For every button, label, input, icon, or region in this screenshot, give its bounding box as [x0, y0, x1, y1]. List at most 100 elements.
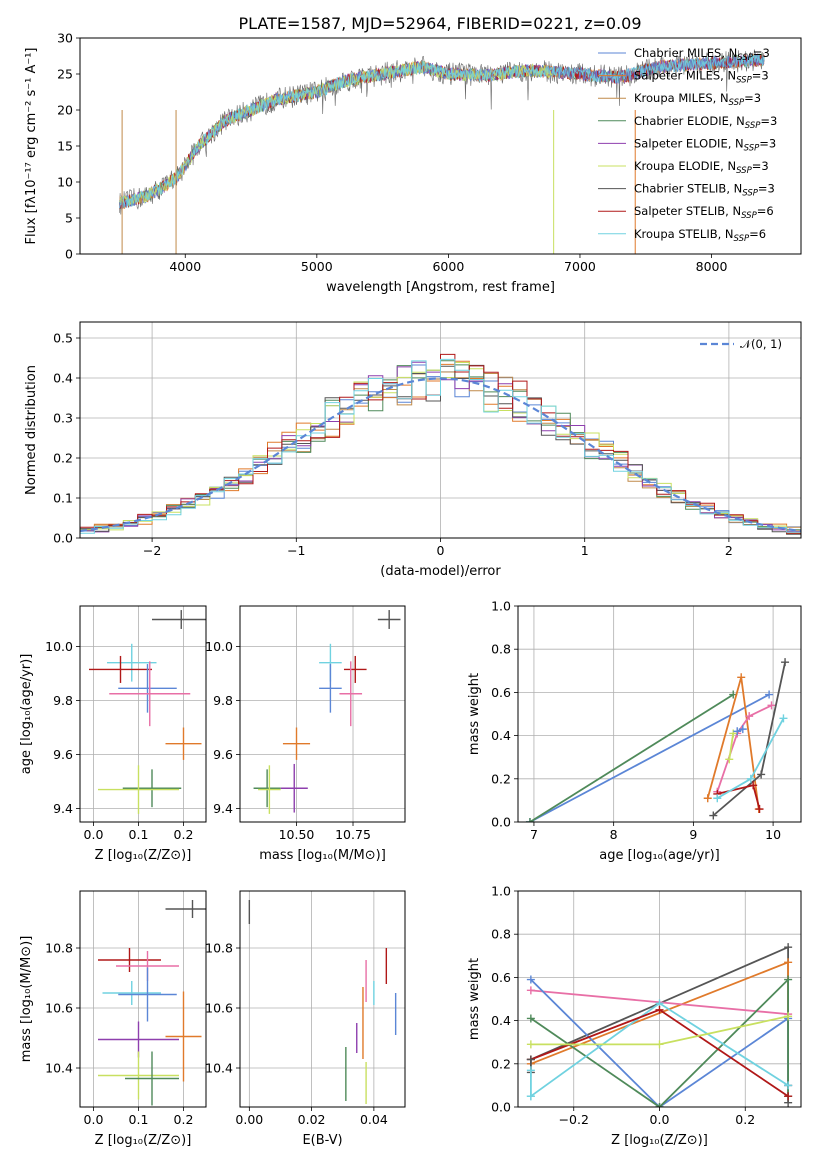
errorbar-point — [165, 727, 202, 760]
x-tick-label: 0.2 — [174, 1112, 194, 1127]
y-tick-label: 0.6 — [491, 685, 511, 700]
plus-marker — [709, 811, 718, 820]
plus-marker — [526, 1014, 535, 1023]
errorbar-point — [258, 765, 281, 814]
y-tick-label: 10.6 — [45, 1001, 73, 1016]
panel-age-vs-mass: 10.50 10.75 9.4 9.6 9.8 10.0 mass [log₁₀(M/M⊙)… — [205, 605, 406, 863]
errorbar-point — [102, 981, 161, 1005]
plus-marker — [738, 725, 747, 734]
x-tick-label: 7 — [530, 827, 538, 842]
x-tick-label: 0.2 — [174, 827, 194, 842]
plus-marker — [703, 794, 712, 803]
x-tick-label: 0 — [437, 543, 445, 558]
x-tick-label: 0.04 — [360, 1112, 388, 1127]
y-tick-label: 0.6 — [491, 970, 511, 985]
errorbar-point — [89, 655, 152, 683]
x-tick-label: −2 — [143, 543, 161, 558]
errorbar-point — [165, 991, 202, 1082]
legend-entry: Kroupa MILES, NSSP=3 — [634, 91, 761, 108]
y-tick-label: 0.4 — [53, 371, 73, 386]
x-axis-label: (data-model)/error — [380, 564, 501, 579]
y-tick-label: 1.0 — [491, 599, 511, 614]
axes-frame — [79, 321, 802, 539]
x-tick-label: 10.75 — [335, 827, 371, 842]
plus-marker — [526, 1092, 535, 1101]
x-axis-label: mass [log₁₀(M/M⊙)] — [259, 848, 386, 863]
y-tick-label: 0.1 — [53, 491, 73, 506]
weight-line — [716, 704, 772, 793]
y-tick-label: 0.0 — [53, 531, 73, 546]
plus-marker — [784, 1092, 793, 1101]
y-tick-label: 30 — [57, 31, 73, 46]
plus-marker — [784, 1012, 793, 1021]
weight-line — [529, 693, 734, 822]
spectrum-line-krou_stelib — [119, 53, 765, 209]
y-tick-label: 0.4 — [491, 1013, 511, 1028]
y-tick-label: 10.4 — [45, 1061, 73, 1076]
axes-frame — [517, 890, 802, 1108]
plot-area-mass-vs-ebv — [248, 900, 397, 1104]
x-tick-label: 0.0 — [650, 1112, 670, 1127]
plus-marker — [526, 1040, 535, 1049]
plot-area-age-vs-Z — [89, 610, 206, 814]
plus-marker — [749, 781, 758, 790]
plus-marker — [779, 714, 788, 723]
errorbar-point — [118, 967, 177, 1022]
errorbar-point — [125, 1051, 179, 1106]
y-tick-label: 0.8 — [491, 927, 511, 942]
y-tick-label: 10.4 — [205, 1061, 233, 1076]
plus-marker — [655, 1040, 664, 1049]
errorbar-point — [109, 661, 191, 727]
plus-marker — [767, 701, 776, 710]
residuals-legend: 𝒩(0, 1) — [700, 337, 782, 351]
y-tick-label: 0.8 — [491, 642, 511, 657]
panel-mass-vs-Z: 0.0 0.1 0.2 10.4 10.6 10.8 Z [log₁₀(Z/Z⊙)] mass… — [19, 890, 207, 1148]
y-tick-label: 5 — [65, 211, 73, 226]
y-tick-label: 9.4 — [213, 801, 233, 816]
plus-marker — [525, 818, 534, 822]
plot-area-age-vs-mass — [253, 610, 401, 814]
x-tick-label: 8 — [610, 827, 618, 842]
y-axis-label: mass weight — [467, 673, 482, 755]
x-tick-label: 7000 — [564, 259, 596, 274]
errorbar-point — [122, 769, 182, 808]
y-tick-label: 9.6 — [213, 747, 233, 762]
plus-marker — [526, 1055, 535, 1064]
x-axis-label: Z [log₁₀(Z/Z⊙)] — [95, 848, 192, 863]
errorbar-point — [282, 727, 311, 760]
plus-marker — [725, 755, 734, 764]
plus-marker — [655, 1005, 664, 1014]
x-tick-label: 0.1 — [129, 827, 149, 842]
spectrum-legend: Chabrier MILES, NSSP=3 Salpeter MILES, NS… — [598, 46, 777, 244]
y-tick-label: 25 — [57, 67, 73, 82]
plus-marker — [526, 975, 535, 984]
errorbar-point — [98, 1051, 179, 1100]
plus-marker — [733, 727, 742, 736]
y-axis-label: age [log₁₀(age/yr)] — [19, 654, 34, 775]
x-tick-label: 10.50 — [279, 827, 315, 842]
axes-frame — [79, 37, 802, 255]
y-axis-label: Normed distribution — [24, 365, 39, 495]
y-tick-label: 10 — [57, 175, 73, 190]
axes-frame — [239, 605, 406, 823]
x-tick-label: −0.2 — [559, 1112, 589, 1127]
legend-entry: Salpeter STELIB, NSSP=6 — [634, 204, 774, 221]
errorbar-point — [98, 765, 179, 814]
errorbar-point — [107, 643, 157, 682]
y-tick-label: 0.3 — [53, 411, 73, 426]
plus-marker — [755, 805, 764, 814]
y-tick-label: 15 — [57, 139, 73, 154]
plus-marker — [526, 986, 535, 995]
y-tick-label: 9.4 — [53, 801, 73, 816]
plus-marker — [781, 658, 790, 667]
x-axis-label: age [log₁₀(age/yr)] — [599, 848, 720, 863]
plus-marker — [784, 1081, 793, 1090]
panel-spectrum: 4000 5000 6000 7000 8000 0 5 10 15 20 25 30 waveleng… — [24, 31, 802, 295]
y-tick-label: 0.0 — [491, 1100, 511, 1115]
plus-marker — [746, 774, 755, 783]
x-axis-label: wavelength [Angstrom, rest frame] — [326, 280, 555, 295]
plus-marker — [713, 794, 722, 803]
errorbar-point — [118, 664, 177, 713]
errorbar-point — [377, 610, 401, 629]
